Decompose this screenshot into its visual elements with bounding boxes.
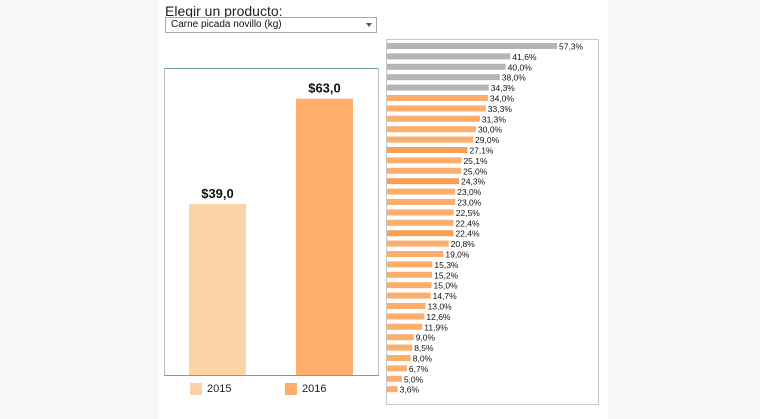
ranking-bar-value-label: 40,0% xyxy=(508,62,533,72)
ranking-bar-value-label: 33,3% xyxy=(488,104,513,114)
ranking-bar[interactable] xyxy=(387,53,511,60)
legend-swatch-2015 xyxy=(190,383,202,395)
ranking-bar-value-label: 57,3% xyxy=(559,42,584,52)
ranking-bar[interactable] xyxy=(387,375,402,382)
product-prompt-label: Elegir un producto: xyxy=(165,3,283,19)
ranking-bar-value-label: 34,3% xyxy=(491,83,516,93)
ranking-bar-value-label: 8,0% xyxy=(413,354,433,364)
ranking-bar[interactable] xyxy=(387,157,462,164)
ranking-bar[interactable] xyxy=(387,95,488,101)
legend-item-2016: 2016 xyxy=(285,383,326,395)
legend-item-2015: 2015 xyxy=(190,383,231,395)
ranking-bar-value-label: 34,0% xyxy=(490,94,515,104)
ranking-bar-value-label: 31,3% xyxy=(482,114,507,124)
ranking-bar[interactable] xyxy=(387,323,423,330)
chevron-down-icon[interactable] xyxy=(366,23,372,27)
product-select-value: Carne picada novillo (kg) xyxy=(171,19,282,30)
ranking-bar[interactable] xyxy=(387,84,489,91)
ranking-bar-value-label: 8,5% xyxy=(414,343,434,353)
ranking-bar[interactable] xyxy=(387,386,398,393)
ranking-bar-value-label: 13,0% xyxy=(428,302,453,312)
ranking-bar-value-label: 15,0% xyxy=(434,281,459,291)
ranking-bar-value-label: 22,5% xyxy=(456,208,481,218)
ranking-bar[interactable] xyxy=(387,219,454,226)
bar-2016[interactable] xyxy=(296,98,353,375)
ranking-bar-value-label: 3,6% xyxy=(400,385,420,395)
ranking-bar-value-label: 15,2% xyxy=(434,270,459,280)
ranking-bar[interactable] xyxy=(387,199,456,205)
ranking-bar[interactable] xyxy=(387,313,425,320)
ranking-bar[interactable] xyxy=(387,74,500,81)
ranking-bar-value-label: 24,3% xyxy=(461,177,486,187)
legend-swatch-2016 xyxy=(285,383,297,395)
ranking-bar[interactable] xyxy=(387,105,486,112)
ranking-bar[interactable] xyxy=(387,271,433,278)
ranking-bar[interactable] xyxy=(387,115,480,122)
ranking-chart-frame: 57,3% 41,6% 40,0% 38,0% 34,3% 34,0% 33,3% 31,3%… xyxy=(386,39,599,405)
ranking-bar-value-label: 22,4% xyxy=(455,218,480,228)
ranking-bar[interactable] xyxy=(387,63,506,70)
ranking-bar-value-label: 41,6% xyxy=(512,52,537,62)
ranking-bar[interactable] xyxy=(387,43,557,49)
ranking-bar[interactable] xyxy=(387,167,462,174)
ranking-bar-value-label: 30,0% xyxy=(478,125,503,135)
ranking-bar[interactable] xyxy=(387,261,433,268)
ranking-bar[interactable] xyxy=(387,209,454,216)
ranking-bar-value-label: 25,1% xyxy=(463,156,488,166)
ranking-bar-value-label: 23,0% xyxy=(457,198,482,208)
ranking-bar[interactable] xyxy=(387,334,414,341)
ranking-bar[interactable] xyxy=(387,344,413,351)
ranking-bar-value-label: 27,1% xyxy=(469,146,494,156)
price-comparison-chart: $39,0 $63,0 xyxy=(164,68,379,376)
ranking-bar[interactable] xyxy=(387,147,468,153)
ranking-bar[interactable] xyxy=(387,178,460,185)
ranking-bar[interactable] xyxy=(387,251,444,257)
ranking-bar[interactable] xyxy=(387,282,432,289)
ranking-bar[interactable] xyxy=(387,303,426,309)
ranking-bar[interactable] xyxy=(387,126,477,133)
bar-value-label-2015: $39,0 xyxy=(201,186,234,201)
legend-label-2015: 2015 xyxy=(207,383,232,395)
ranking-bar-value-label: 25,0% xyxy=(463,166,488,176)
ranking-bar-value-label: 22,4% xyxy=(455,229,480,239)
ranking-chart: 57,3% 41,6%40,0%38,0%34,3%34,0%33,3%31,3%… xyxy=(387,42,584,395)
bar-2015[interactable] xyxy=(189,203,246,375)
product-select[interactable]: Carne picada novillo (kg) xyxy=(165,17,377,33)
ranking-bar[interactable] xyxy=(387,188,456,195)
ranking-bar-value-label: 9,0% xyxy=(416,333,436,343)
ranking-bar-value-label: 38,0% xyxy=(502,73,527,83)
ranking-bar-value-label: 19,0% xyxy=(445,250,470,260)
ranking-bar-value-label: 12,6% xyxy=(426,312,451,322)
ranking-bar-value-label: 20,8% xyxy=(451,239,476,249)
ranking-bar[interactable] xyxy=(387,355,411,361)
ranking-bar-value-label: 5,0% xyxy=(404,374,424,384)
ranking-bar-value-label: 29,0% xyxy=(475,135,500,145)
ranking-bar-value-label: 6,7% xyxy=(409,364,429,374)
ranking-bar[interactable] xyxy=(387,136,474,143)
ranking-bar-value-label: 15,3% xyxy=(434,260,459,270)
ranking-bar[interactable] xyxy=(387,292,431,299)
bar-value-label-2016: $63,0 xyxy=(308,81,341,96)
legend-label-2016: 2016 xyxy=(302,383,327,395)
ranking-bar[interactable] xyxy=(387,240,449,247)
ranking-bar[interactable] xyxy=(387,365,407,372)
ranking-bar[interactable] xyxy=(387,230,454,237)
ranking-bar-value-label: 23,0% xyxy=(457,187,482,197)
ranking-bar-value-label: 11,9% xyxy=(424,322,448,332)
ranking-bar-value-label: 14,7% xyxy=(433,291,458,301)
